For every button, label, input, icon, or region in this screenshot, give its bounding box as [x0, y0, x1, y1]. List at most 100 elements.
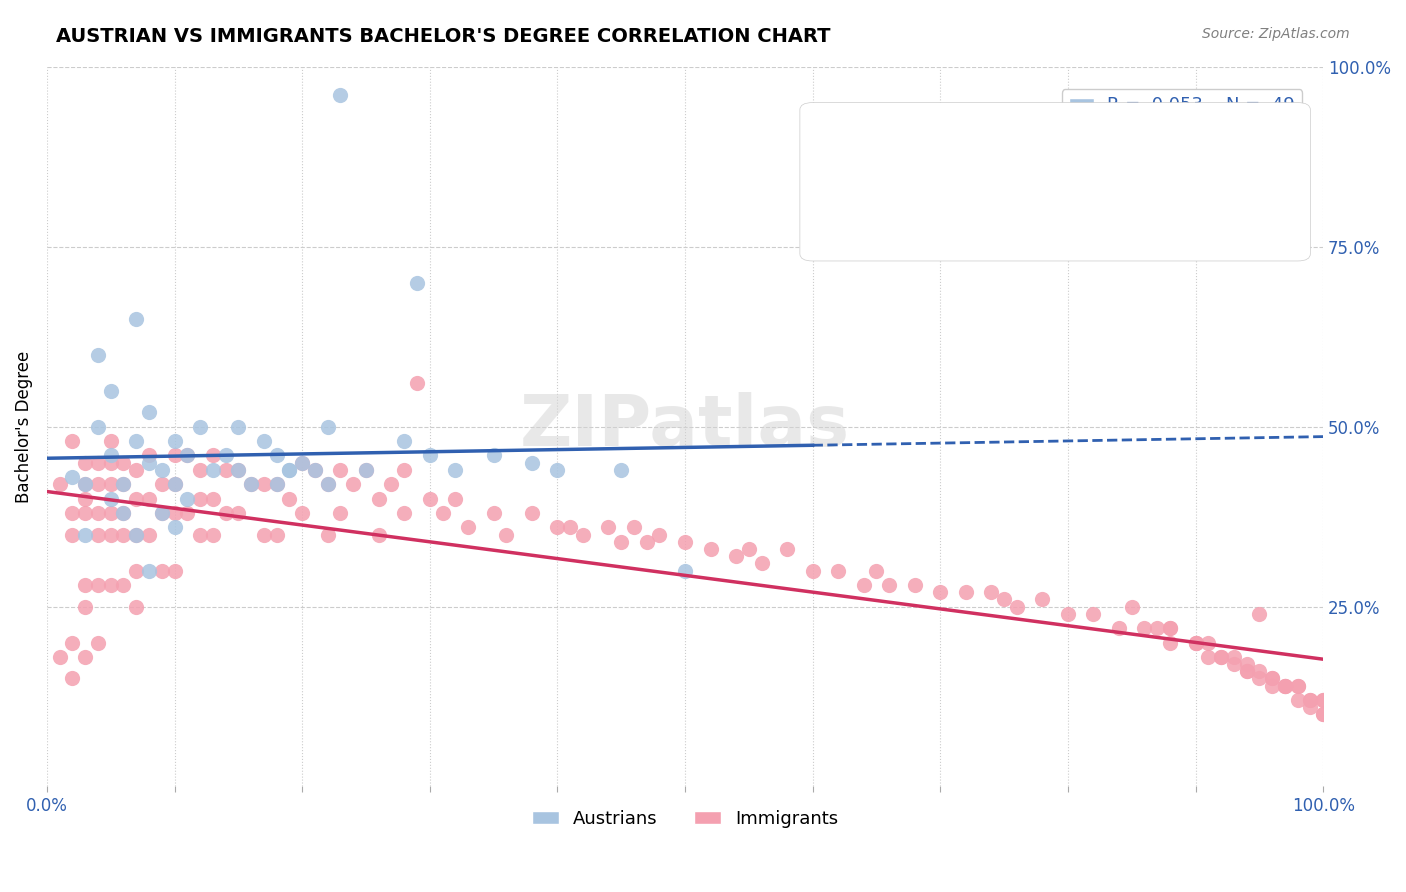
Point	[253, 434, 276, 448]
Point	[125, 491, 148, 506]
Point	[394, 434, 416, 448]
Point	[1223, 657, 1246, 672]
Point	[367, 527, 389, 541]
Point	[929, 585, 952, 599]
Point	[1274, 679, 1296, 693]
Point	[993, 592, 1015, 607]
Point	[163, 477, 186, 491]
Point	[201, 491, 224, 506]
Point	[100, 384, 122, 398]
Point	[598, 520, 620, 534]
Point	[1286, 693, 1309, 707]
Point	[201, 527, 224, 541]
Point	[852, 578, 875, 592]
Point	[87, 527, 110, 541]
Point	[316, 527, 339, 541]
Point	[228, 463, 250, 477]
Point	[1249, 672, 1271, 686]
Point	[699, 541, 721, 556]
Point	[163, 520, 186, 534]
Point	[955, 585, 977, 599]
Point	[100, 491, 122, 506]
Point	[125, 463, 148, 477]
Point	[112, 506, 135, 520]
Point	[75, 477, 97, 491]
Point	[1261, 672, 1284, 686]
Point	[278, 463, 301, 477]
Point	[1083, 607, 1105, 621]
Point	[62, 434, 84, 448]
Point	[1209, 649, 1232, 664]
Point	[482, 448, 505, 462]
Point	[1223, 649, 1246, 664]
Point	[419, 491, 441, 506]
Point	[87, 635, 110, 649]
Point	[112, 527, 135, 541]
Point	[62, 672, 84, 686]
Point	[266, 448, 288, 462]
Point	[75, 506, 97, 520]
Point	[188, 419, 211, 434]
Text: ZIPatlas: ZIPatlas	[520, 392, 851, 461]
Point	[266, 527, 288, 541]
Point	[188, 527, 211, 541]
Point	[228, 463, 250, 477]
Point	[1184, 635, 1206, 649]
Point	[1184, 635, 1206, 649]
Point	[278, 491, 301, 506]
Point	[62, 527, 84, 541]
Point	[316, 477, 339, 491]
Point	[150, 477, 173, 491]
Point	[87, 456, 110, 470]
Point	[100, 434, 122, 448]
Point	[138, 527, 160, 541]
Point	[100, 448, 122, 462]
Point	[827, 564, 849, 578]
Point	[87, 578, 110, 592]
Point	[163, 434, 186, 448]
Point	[520, 506, 543, 520]
Point	[201, 448, 224, 462]
Point	[201, 463, 224, 477]
Point	[138, 448, 160, 462]
Point	[176, 506, 198, 520]
Point	[725, 549, 748, 563]
Point	[304, 463, 326, 477]
Point	[329, 88, 352, 103]
Point	[163, 506, 186, 520]
Point	[546, 463, 568, 477]
Point	[214, 506, 236, 520]
Point	[1159, 621, 1181, 635]
Point	[329, 463, 352, 477]
Point	[673, 564, 696, 578]
Point	[291, 456, 314, 470]
Point	[138, 564, 160, 578]
Point	[150, 564, 173, 578]
Point	[406, 376, 429, 391]
Point	[1249, 665, 1271, 679]
Point	[367, 491, 389, 506]
Point	[1159, 621, 1181, 635]
Point	[138, 405, 160, 419]
Point	[100, 456, 122, 470]
Point	[1299, 693, 1322, 707]
Point	[980, 585, 1002, 599]
Point	[75, 456, 97, 470]
Point	[266, 477, 288, 491]
Point	[87, 506, 110, 520]
Point	[394, 463, 416, 477]
Point	[1057, 607, 1080, 621]
Point	[163, 448, 186, 462]
Point	[1274, 679, 1296, 693]
Point	[240, 477, 263, 491]
Point	[125, 434, 148, 448]
Point	[291, 456, 314, 470]
Point	[100, 527, 122, 541]
Point	[163, 477, 186, 491]
Point	[1249, 607, 1271, 621]
Point	[865, 564, 887, 578]
Point	[1197, 635, 1219, 649]
Point	[329, 506, 352, 520]
Point	[62, 506, 84, 520]
Point	[1286, 679, 1309, 693]
